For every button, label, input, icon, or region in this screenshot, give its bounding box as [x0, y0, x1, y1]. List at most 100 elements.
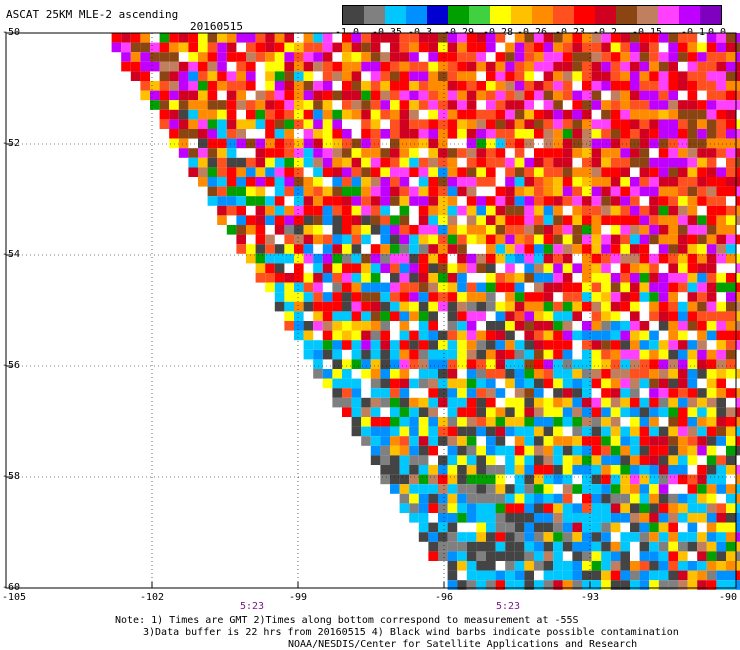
- data-cell: [553, 119, 563, 129]
- data-cell: [495, 321, 506, 331]
- data-cell: [572, 215, 582, 225]
- data-cell: [294, 90, 304, 101]
- data-cell: [505, 42, 515, 53]
- data-cell: [553, 541, 563, 552]
- data-cell: [687, 484, 698, 494]
- data-cell: [716, 100, 726, 110]
- data-cell: [534, 225, 544, 235]
- data-cell: [610, 417, 621, 427]
- data-cell: [706, 522, 717, 533]
- data-cell: [255, 109, 266, 120]
- data-cell: [591, 186, 602, 197]
- data-cell: [630, 71, 640, 81]
- data-cell: [332, 109, 342, 120]
- data-cell: [716, 388, 726, 398]
- data-cell: [514, 167, 525, 177]
- data-cell: [399, 263, 410, 273]
- data-cell: [495, 148, 506, 158]
- data-cell: [274, 177, 285, 187]
- data-cell: [313, 196, 323, 206]
- data-cell: [649, 138, 659, 149]
- data-cell: [418, 503, 429, 513]
- data-cell: [150, 81, 160, 91]
- data-cell: [726, 407, 736, 417]
- data-cell: [601, 561, 611, 571]
- data-cell: [514, 177, 525, 187]
- data-cell: [716, 138, 726, 149]
- data-cell: [553, 455, 563, 465]
- data-cell: [524, 292, 534, 302]
- data-cell: [476, 378, 486, 389]
- data-cell: [582, 177, 592, 187]
- data-cell: [668, 513, 678, 523]
- data-cell: [486, 570, 496, 581]
- data-cell: [553, 167, 563, 177]
- data-cell: [322, 273, 333, 283]
- data-cell: [380, 196, 390, 206]
- data-cell: [486, 273, 496, 283]
- data-cell: [610, 311, 621, 321]
- data-cell: [313, 282, 323, 293]
- data-cell: [303, 282, 314, 293]
- data-cell: [534, 493, 544, 504]
- data-cell: [466, 157, 477, 168]
- data-cell: [658, 157, 669, 168]
- data-cell: [543, 61, 554, 72]
- data-cell: [418, 330, 429, 341]
- data-cell: [246, 61, 256, 72]
- data-cell: [303, 71, 314, 81]
- data-cell: [351, 321, 362, 331]
- data-cell: [697, 426, 707, 437]
- data-cell: [226, 119, 237, 129]
- data-cell: [639, 225, 650, 235]
- data-cell: [514, 474, 525, 485]
- data-cell: [610, 455, 621, 465]
- data-cell: [428, 311, 438, 321]
- data-cell: [486, 436, 496, 446]
- data-cell: [246, 157, 256, 168]
- data-cell: [486, 234, 496, 245]
- data-cell: [687, 407, 698, 417]
- data-cell: [726, 148, 736, 158]
- data-cell: [543, 234, 554, 245]
- data-cell: [514, 561, 525, 571]
- data-cell: [390, 407, 400, 417]
- data-cell: [658, 369, 669, 379]
- data-cell: [428, 522, 438, 533]
- data-cell: [447, 148, 458, 158]
- data-cell: [639, 397, 650, 408]
- data-cell: [630, 561, 640, 571]
- data-cell: [322, 330, 333, 341]
- data-cell: [620, 465, 630, 475]
- data-cell: [716, 541, 726, 552]
- data-cell: [428, 61, 438, 72]
- data-cell: [294, 215, 304, 225]
- data-cell: [534, 474, 544, 485]
- data-cell: [399, 417, 410, 427]
- data-cell: [495, 407, 506, 417]
- data-cell: [620, 71, 630, 81]
- data-cell: [524, 273, 534, 283]
- data-cell: [562, 397, 573, 408]
- data-cell: [322, 129, 333, 139]
- data-cell: [658, 397, 669, 408]
- data-cell: [678, 100, 688, 110]
- data-cell: [409, 397, 419, 408]
- data-cell: [370, 407, 381, 417]
- data-cell: [735, 465, 740, 475]
- data-cell: [351, 253, 362, 264]
- data-cell: [591, 340, 602, 350]
- data-cell: [553, 129, 563, 139]
- data-cell: [409, 273, 419, 283]
- data-cell: [553, 215, 563, 225]
- data-cell: [553, 570, 563, 581]
- data-cell: [582, 570, 592, 581]
- data-cell: [332, 292, 342, 302]
- data-cell: [630, 33, 640, 43]
- data-cell: [610, 330, 621, 341]
- data-cell: [649, 52, 659, 62]
- data-cell: [620, 225, 630, 235]
- data-cell: [726, 186, 736, 197]
- data-cell: [361, 215, 371, 225]
- data-cell: [409, 503, 419, 513]
